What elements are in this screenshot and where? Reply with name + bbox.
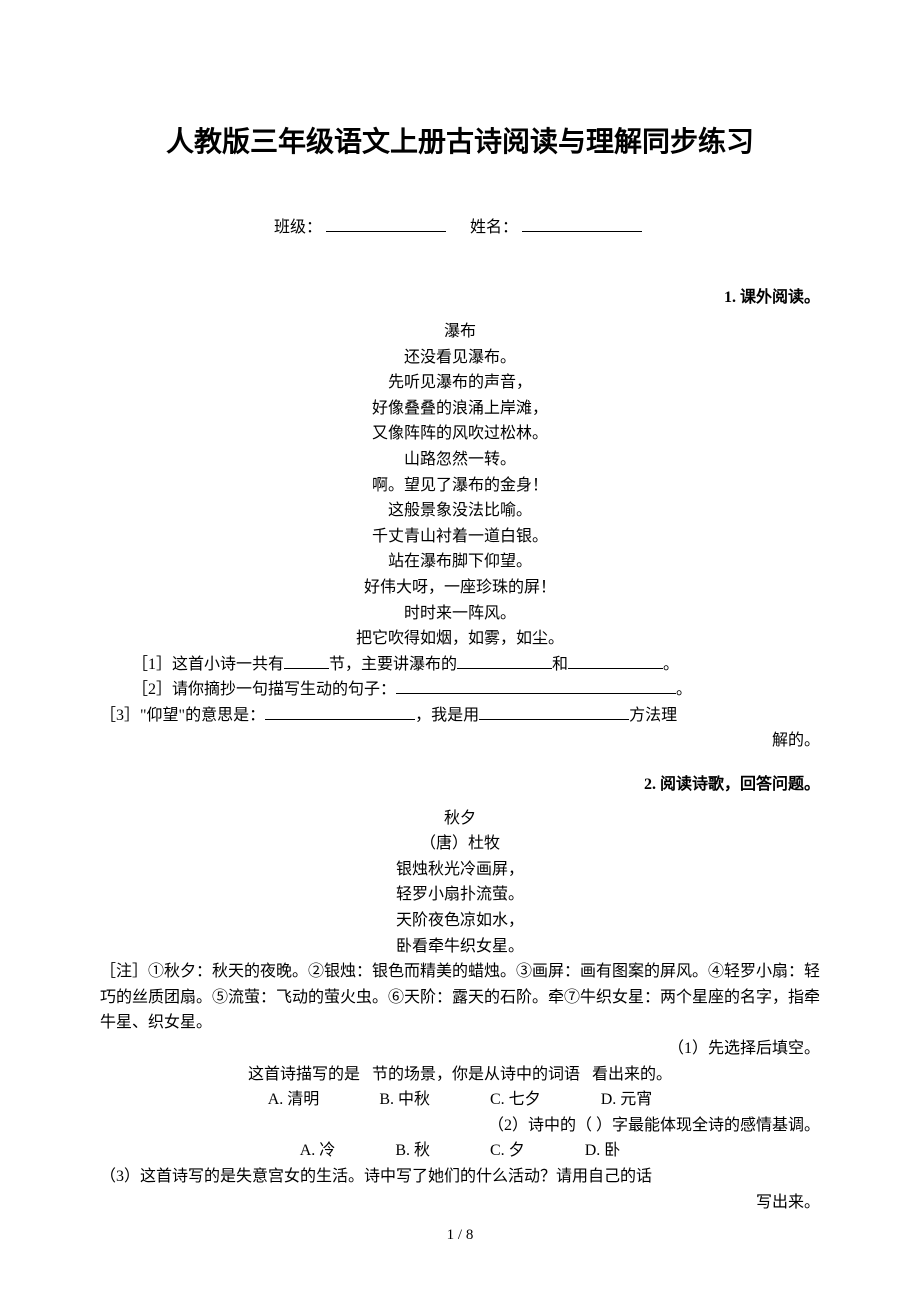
poem2-note: ［注］①秋夕：秋天的夜晚。②银烛：银色而精美的蜡烛。③画屏：画有图案的屏风。④轻… <box>100 959 820 1036</box>
s1-q1-end: 。 <box>663 656 679 673</box>
s2-q1-label: （1）先选择后填空。 <box>100 1036 820 1062</box>
poem2-line: 天阶夜色凉如水， <box>100 908 820 934</box>
s1-q3: ［3］"仰望"的意思是： ，我是用 方法理 <box>100 703 820 729</box>
s1-q2-blank[interactable] <box>396 693 676 694</box>
poem1-line: 千丈青山衬着一道白银。 <box>100 524 820 550</box>
section-1-label: 1. 课外阅读。 <box>100 285 820 311</box>
s2-q1-options: A. 清明 B. 中秋 C. 七夕 D. 元宵 <box>100 1087 820 1113</box>
poem2-author: （唐）杜牧 <box>100 831 820 857</box>
s2-q1-end: 看出来的。 <box>592 1066 672 1083</box>
s2-q1-pre: 这首诗描写的是 <box>248 1066 360 1083</box>
s2-q1-opt-d[interactable]: D. 元宵 <box>601 1087 653 1113</box>
class-blank[interactable] <box>326 231 446 232</box>
s2-q2-opt-b[interactable]: B. 秋 <box>395 1138 430 1164</box>
poem2-title: 秋夕 <box>100 806 820 832</box>
poem1-line: 山路忽然一转。 <box>100 447 820 473</box>
s1-q1: ［1］这首小诗一共有 节，主要讲瀑布的 和 。 <box>100 652 820 678</box>
s1-q3-end: 方法理 <box>629 707 677 724</box>
s2-q3-text: （3）这首诗写的是失意宫女的生活。诗中写了她们的什么活动？请用自己的话 <box>100 1164 820 1190</box>
s1-q3-tail: 解的。 <box>100 728 820 754</box>
s2-q2-label: （2）诗中的（ ）字最能体现全诗的感情基调。 <box>100 1113 820 1139</box>
s1-q2-end: 。 <box>676 681 692 698</box>
s2-q2-opt-a[interactable]: A. 冷 <box>300 1138 336 1164</box>
s2-q2-opt-d[interactable]: D. 卧 <box>585 1138 621 1164</box>
poem2-line: 银烛秋光冷画屏， <box>100 857 820 883</box>
s1-q1-pre: ［1］这首小诗一共有 <box>132 656 284 673</box>
poem1-line: 好像叠叠的浪涌上岸滩， <box>100 396 820 422</box>
poem1-title: 瀑布 <box>100 319 820 345</box>
s1-q1-blank1[interactable] <box>284 668 329 669</box>
poem2-line: 卧看牵牛织女星。 <box>100 934 820 960</box>
poem1-line: 好伟大呀，一座珍珠的屏！ <box>100 575 820 601</box>
name-blank[interactable] <box>522 231 642 232</box>
s2-q1-text: 这首诗描写的是 节的场景，你是从诗中的词语 看出来的。 <box>100 1062 820 1088</box>
poem1-line: 这般景象没法比喻。 <box>100 498 820 524</box>
poem1-line: 先听见瀑布的声音， <box>100 370 820 396</box>
s1-q1-blank2[interactable] <box>457 668 552 669</box>
s1-q1-and: 和 <box>552 656 568 673</box>
page-title: 人教版三年级语文上册古诗阅读与理解同步练习 <box>100 120 820 165</box>
poem1-line: 又像阵阵的风吹过松林。 <box>100 421 820 447</box>
name-label: 姓名： <box>470 219 518 236</box>
section-2-label: 2. 阅读诗歌，回答问题。 <box>100 772 820 798</box>
s1-q2: ［2］请你摘抄一句描写生动的句子： 。 <box>100 677 820 703</box>
s2-q1-opt-b[interactable]: B. 中秋 <box>379 1087 430 1113</box>
s1-q3-pre: ［3］"仰望"的意思是： <box>100 707 265 724</box>
s2-q1-mid: 节的场景，你是从诗中的词语 <box>372 1066 580 1083</box>
s2-q2-options: A. 冷 B. 秋 C. 夕 D. 卧 <box>100 1138 820 1164</box>
class-label: 班级： <box>274 219 322 236</box>
poem1-line: 把它吹得如烟，如雾，如尘。 <box>100 626 820 652</box>
s2-q1-opt-a[interactable]: A. 清明 <box>268 1087 320 1113</box>
s1-q1-mid: 节，主要讲瀑布的 <box>329 656 457 673</box>
s1-q1-blank3[interactable] <box>568 668 663 669</box>
poem2-line: 轻罗小扇扑流萤。 <box>100 882 820 908</box>
student-info-row: 班级： 姓名： <box>100 215 820 241</box>
page-footer: 1 / 8 <box>0 1223 920 1247</box>
poem1-line: 啊。望见了瀑布的金身！ <box>100 473 820 499</box>
s1-q3-blank2[interactable] <box>479 719 629 720</box>
s2-q2-opt-c[interactable]: C. 夕 <box>490 1138 525 1164</box>
poem1-line: 站在瀑布脚下仰望。 <box>100 549 820 575</box>
poem1-line: 还没看见瀑布。 <box>100 345 820 371</box>
s1-q2-pre: ［2］请你摘抄一句描写生动的句子： <box>132 681 396 698</box>
s2-q3-tail: 写出来。 <box>100 1190 820 1216</box>
s1-q3-blank1[interactable] <box>265 719 415 720</box>
s1-q3-mid: ，我是用 <box>415 707 479 724</box>
s2-q1-opt-c[interactable]: C. 七夕 <box>490 1087 541 1113</box>
poem1-line: 时时来一阵风。 <box>100 601 820 627</box>
